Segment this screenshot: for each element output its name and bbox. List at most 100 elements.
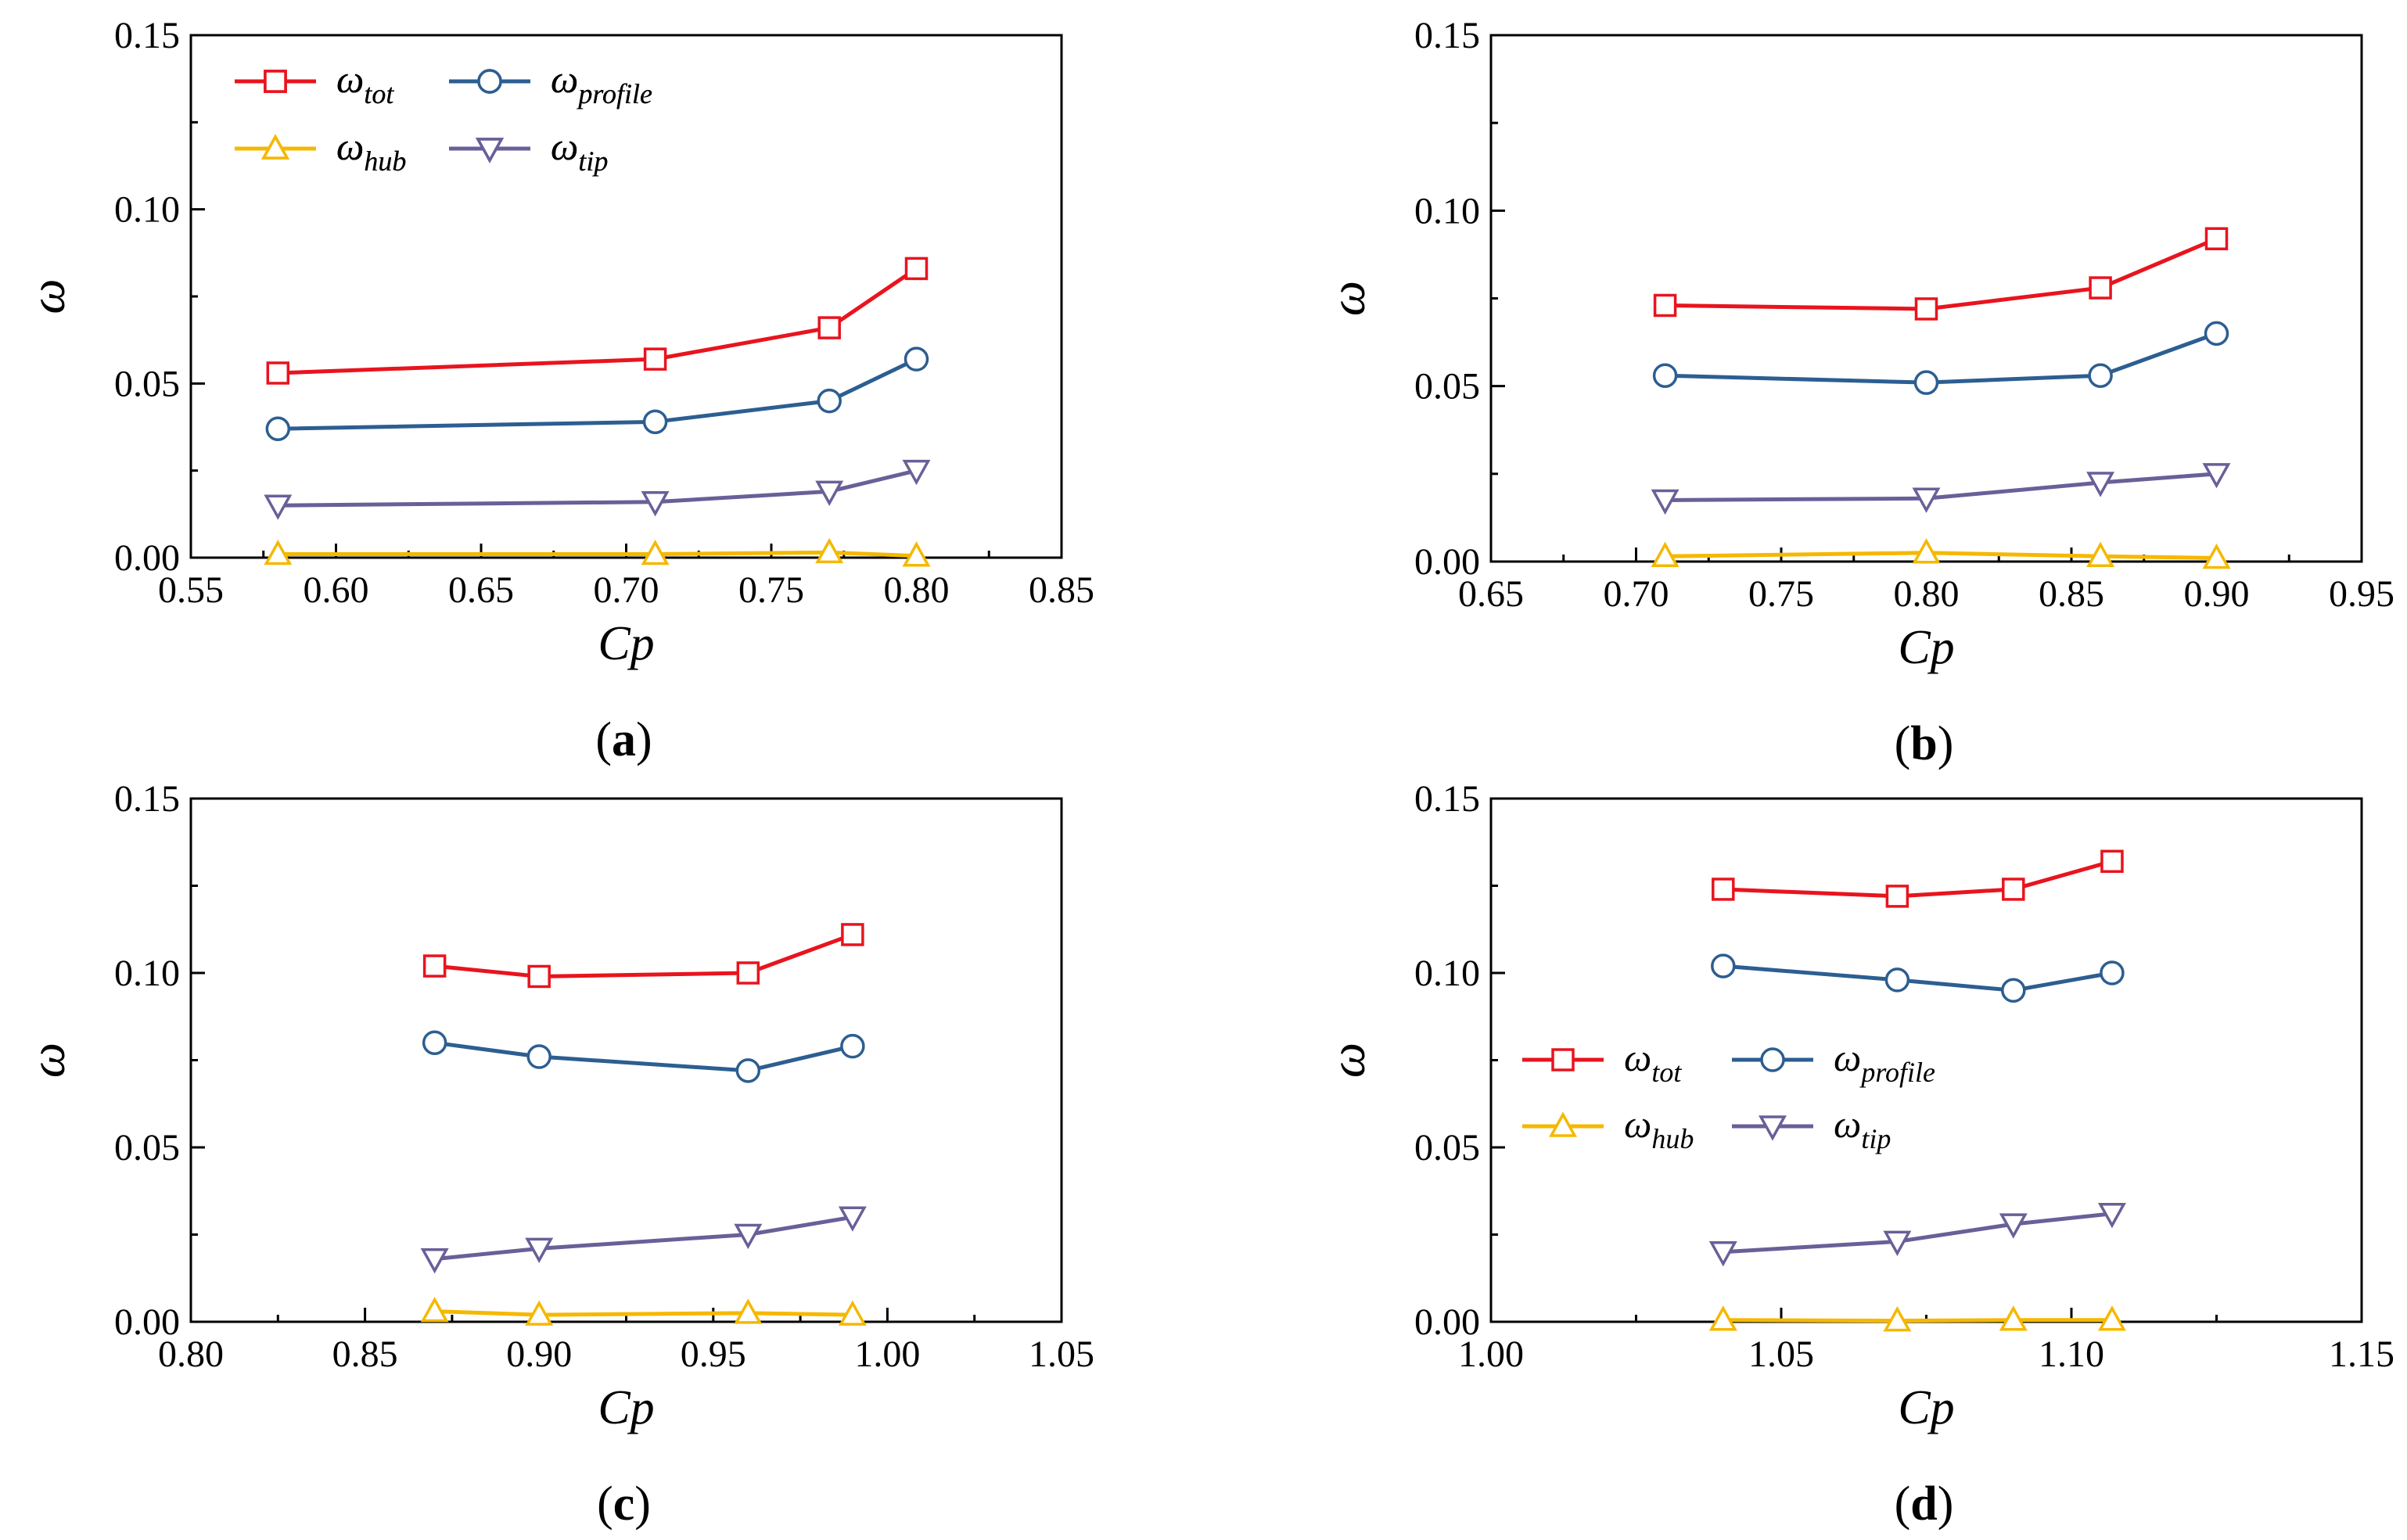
y-tick-label: 0.00 bbox=[114, 537, 180, 579]
x-tick-label: 1.05 bbox=[1748, 1334, 1814, 1375]
data-point-profile bbox=[2001, 978, 2026, 1003]
legend-label: ωtip bbox=[1834, 1102, 1891, 1154]
series-tip bbox=[420, 1206, 867, 1274]
series-hub bbox=[264, 537, 931, 567]
series-profile bbox=[422, 1030, 865, 1083]
y-tick-label: 0.05 bbox=[1414, 1127, 1480, 1168]
data-point-hub bbox=[734, 1298, 763, 1324]
series-hub bbox=[1651, 538, 2231, 569]
y-tick-label: 0.15 bbox=[1414, 778, 1480, 820]
series-hub bbox=[420, 1297, 867, 1326]
series-line-profile bbox=[278, 357, 918, 431]
panel-caption: (d) bbox=[1895, 1477, 1954, 1531]
x-axis-title: Cp bbox=[598, 1381, 654, 1434]
y-axis-title: ω bbox=[20, 278, 75, 314]
data-point-tot bbox=[422, 954, 447, 978]
x-tick-label: 0.70 bbox=[594, 569, 659, 611]
series-profile bbox=[265, 346, 929, 441]
series-line-tot bbox=[1665, 236, 2218, 311]
data-point-hub bbox=[641, 539, 670, 565]
data-point-tip bbox=[902, 459, 931, 486]
x-tick-label: 0.90 bbox=[506, 1334, 572, 1375]
data-point-tip bbox=[2097, 1202, 2126, 1229]
data-point-tot bbox=[841, 923, 864, 946]
series-line-profile bbox=[434, 1040, 853, 1073]
series-tip bbox=[1651, 463, 2231, 515]
data-point-profile bbox=[526, 1044, 551, 1069]
x-tick-label: 1.15 bbox=[2329, 1334, 2394, 1375]
y-tick-label: 0.00 bbox=[114, 1301, 180, 1343]
data-point-tot bbox=[527, 964, 551, 989]
data-point-profile bbox=[1913, 370, 1939, 395]
x-axis-title: Cp bbox=[598, 617, 654, 670]
legend-item-profile: ωprofile bbox=[449, 57, 652, 109]
x-tick-label: 1.05 bbox=[1029, 1334, 1094, 1375]
data-point-tot bbox=[736, 961, 760, 985]
data-point-tot bbox=[2100, 849, 2124, 874]
legend-marker bbox=[477, 69, 502, 94]
data-point-profile bbox=[422, 1030, 447, 1055]
data-point-hub bbox=[1708, 1305, 1737, 1331]
data-point-hub bbox=[1999, 1305, 2028, 1331]
series-line-hub bbox=[278, 550, 917, 558]
chart-panel-c: 0.80 0.85 0.90 0.95 1.00 1.05 0.00 0.05 0.10 0.15… bbox=[20, 57, 1094, 1531]
x-tick-label: 1.10 bbox=[2039, 1334, 2104, 1375]
y-axis-title: ω bbox=[20, 1043, 75, 1078]
legend-marker bbox=[1551, 1048, 1575, 1072]
series-hub bbox=[1708, 1305, 2126, 1332]
series-line-tip bbox=[1723, 1212, 2113, 1255]
data-point-tip bbox=[1912, 487, 1941, 513]
x-tick-label: 0.80 bbox=[1894, 573, 1960, 615]
data-point-profile bbox=[1711, 953, 1736, 978]
legend-label: ωtip bbox=[551, 124, 608, 177]
series-line-profile bbox=[1723, 964, 2113, 993]
data-point-hub bbox=[1651, 541, 1680, 568]
series-line-profile bbox=[1665, 332, 2218, 385]
panel-caption: (a) bbox=[595, 713, 652, 766]
data-point-tot bbox=[1885, 885, 1909, 908]
y-tick-label: 0.10 bbox=[114, 953, 180, 994]
legend-label: ωprofile bbox=[1834, 1036, 1935, 1088]
panel-caption: (b) bbox=[1895, 717, 1954, 770]
y-tick-label: 0.10 bbox=[1414, 190, 1480, 232]
legend-item-hub: ωhub bbox=[235, 124, 406, 177]
x-tick-label: 0.80 bbox=[884, 569, 950, 611]
legend-label: ωtot bbox=[336, 57, 394, 109]
data-point-profile bbox=[904, 346, 929, 372]
data-point-tot bbox=[643, 347, 667, 371]
series-tot bbox=[422, 923, 864, 989]
series-line-tot bbox=[434, 932, 853, 978]
x-tick-label: 0.85 bbox=[1029, 569, 1094, 611]
y-tick-label: 0.15 bbox=[114, 15, 180, 56]
legend-label: ωhub bbox=[336, 124, 406, 177]
data-point-profile bbox=[1652, 363, 1678, 388]
legend-label: ωhub bbox=[336, 124, 406, 177]
legend-label: ωhub bbox=[336, 124, 406, 177]
legend-label: ωtip bbox=[551, 124, 608, 177]
legend: ωtot ωprofile ωhub ωtip bbox=[1522, 1036, 1935, 1154]
y-tick-label: 0.05 bbox=[114, 1127, 180, 1168]
y-tick-label: 0.10 bbox=[1414, 953, 1480, 994]
x-tick-label: 0.95 bbox=[2329, 573, 2394, 615]
series-tot bbox=[1712, 849, 2124, 908]
series-tot bbox=[1653, 227, 2229, 321]
legend-item-tip: ωtip bbox=[1732, 1102, 1891, 1154]
series-profile bbox=[1652, 321, 2229, 395]
data-point-tip bbox=[815, 480, 844, 506]
data-point-hub bbox=[838, 1300, 867, 1326]
x-axis-title: Cp bbox=[1898, 621, 1954, 674]
data-point-tot bbox=[2002, 878, 2025, 901]
data-point-tip bbox=[1708, 1241, 1737, 1267]
data-point-hub bbox=[2097, 1305, 2126, 1331]
legend-item-profile: ωprofile bbox=[1732, 1036, 1935, 1088]
data-point-profile bbox=[2100, 960, 2125, 985]
data-point-tip bbox=[264, 494, 293, 520]
data-point-tip bbox=[641, 490, 670, 517]
data-point-tip bbox=[734, 1223, 763, 1250]
x-tick-label: 0.90 bbox=[2184, 573, 2250, 615]
legend-label: ωtot bbox=[336, 57, 394, 109]
y-tick-label: 0.15 bbox=[1414, 15, 1480, 56]
legend-label: ωtot bbox=[336, 57, 394, 109]
legend-label: ωhub bbox=[1624, 1102, 1694, 1154]
series-line-hub bbox=[1665, 551, 2217, 561]
